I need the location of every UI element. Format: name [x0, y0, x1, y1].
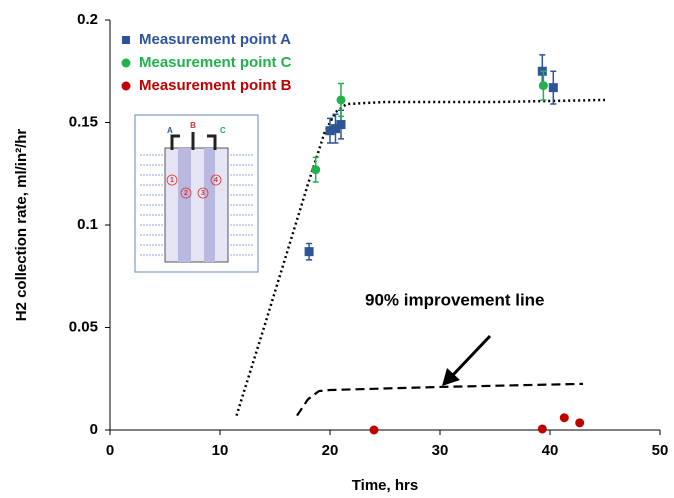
data-point: [336, 120, 346, 130]
x-axis-title: Time, hrs: [352, 477, 418, 494]
inset-label: C: [220, 126, 226, 135]
x-tick-label: 30: [432, 442, 449, 459]
data-point: [325, 126, 335, 136]
data-point: [538, 81, 548, 91]
legend-label: Measurement point C: [139, 54, 292, 71]
x-tick-label: 20: [322, 442, 339, 459]
inset-label: 4: [214, 177, 218, 184]
legend-label: Measurement point A: [139, 31, 291, 48]
x-tick-label: 50: [652, 442, 669, 459]
inset-label: 3: [201, 190, 205, 197]
x-tick-label: 40: [542, 442, 559, 459]
data-point: [311, 165, 321, 175]
y-axis-title: H2 collection rate, ml/in²/hr: [13, 129, 30, 322]
data-point: [548, 83, 558, 93]
data-point: [304, 247, 314, 257]
y-tick-label: 0.1: [77, 216, 98, 233]
data-point: [575, 418, 585, 428]
legend-marker: [122, 36, 130, 44]
legend-marker: [121, 81, 131, 91]
fit-line: [296, 382, 584, 417]
inset-diagram: A B C 1 2 3 4: [134, 114, 259, 273]
annotation-arrowhead: [442, 368, 460, 386]
data-point: [331, 124, 340, 134]
data-point: [336, 95, 346, 105]
legend-marker: [121, 58, 131, 68]
y-tick-label: 0.2: [77, 11, 98, 28]
inset-label: 2: [184, 190, 188, 197]
x-tick-label: 0: [106, 442, 114, 459]
inset-label: 1: [170, 177, 174, 184]
y-tick-label: 0.05: [69, 318, 98, 335]
data-point: [369, 425, 379, 435]
legend-label: Measurement point B: [139, 77, 292, 94]
inset-label: A: [167, 126, 173, 135]
fit-line: [235, 98, 606, 417]
data-point: [537, 424, 547, 434]
y-tick-label: 0: [90, 421, 98, 438]
inset-label: B: [190, 121, 196, 130]
data-point: [559, 413, 569, 423]
annotation-arrow: [450, 334, 492, 378]
annotation: 90% improvement line: [365, 290, 545, 309]
y-tick-label: 0.15: [69, 113, 98, 130]
x-tick-label: 10: [212, 442, 229, 459]
